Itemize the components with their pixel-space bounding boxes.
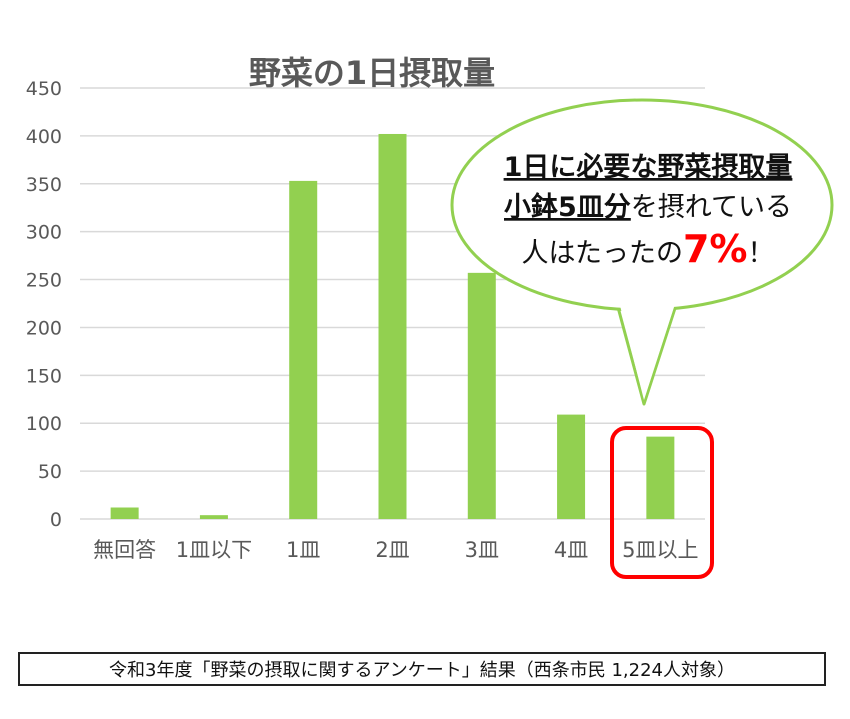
y-tick-label: 400 [26,126,62,148]
y-tick-label: 350 [26,174,62,196]
survey-source-text: 令和3年度「野菜の摂取に関するアンケート」結果（西条市民 1,224人対象） [109,660,735,681]
callout-line-3-pre: 人はたったの [522,238,683,269]
bar-1 [199,515,228,519]
x-tick-label: 2皿 [375,538,409,562]
bar-2 [289,180,318,519]
chart-title: 野菜の1日摂取量 [249,54,495,92]
callout-percent: 7% [683,227,748,271]
callout-line-2-rest: を摂れている [631,192,792,223]
y-tick-label: 450 [26,78,62,100]
y-tick-label: 150 [26,365,62,387]
bar-3 [378,133,407,519]
bar-chart: 0 50 100 150 200 250 300 350 400 450 無回答 1皿以下 1皿 2皿 3… [26,54,834,579]
x-tick-label: 3皿 [465,538,499,562]
callout-line-3-post: ！ [747,238,774,269]
bar-4 [467,272,496,519]
highlight-box [610,426,714,579]
y-tick-label: 300 [26,222,62,244]
y-axis-tick-labels: 0 50 100 150 200 250 300 350 400 450 [26,78,62,531]
x-tick-label: 5皿以上 [622,538,698,562]
y-tick-label: 50 [38,461,62,483]
bar-6 [646,436,675,519]
callout-line-2: 小鉢5皿分を摂れている [504,191,792,223]
y-tick-label: 200 [26,317,62,339]
x-axis-tick-labels: 無回答 1皿以下 1皿 2皿 3皿 4皿 5皿以上 [93,538,698,562]
callout-line-2-bold: 小鉢5皿分 [504,191,631,223]
speech-bubble: 1日に必要な野菜摂取量 小鉢5皿分を摂れている 人はたったの7%！ [450,98,834,406]
y-tick-label: 0 [50,509,62,531]
y-tick-label: 250 [26,270,62,292]
x-tick-label: 1皿 [286,538,320,562]
x-tick-label: 4皿 [554,538,588,562]
callout-line-1: 1日に必要な野菜摂取量 [504,152,793,183]
y-tick-label: 100 [26,413,62,435]
survey-source-box: 令和3年度「野菜の摂取に関するアンケート」結果（西条市民 1,224人対象） [18,652,826,686]
bar-5 [557,414,586,519]
bars [110,133,675,519]
x-tick-label: 1皿以下 [176,538,252,562]
bar-0 [110,507,139,519]
callout-line-3: 人はたったの7%！ [522,227,775,271]
x-tick-label: 無回答 [93,538,156,562]
